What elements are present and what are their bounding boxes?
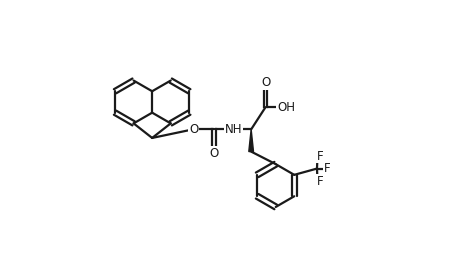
Text: O: O bbox=[261, 76, 270, 89]
Text: F: F bbox=[317, 175, 323, 188]
Text: O: O bbox=[209, 147, 219, 160]
Text: OH: OH bbox=[277, 101, 295, 114]
Text: O: O bbox=[189, 123, 198, 136]
Polygon shape bbox=[249, 129, 253, 152]
Text: F: F bbox=[324, 162, 330, 175]
Text: F: F bbox=[317, 149, 323, 163]
Text: NH: NH bbox=[225, 123, 242, 136]
